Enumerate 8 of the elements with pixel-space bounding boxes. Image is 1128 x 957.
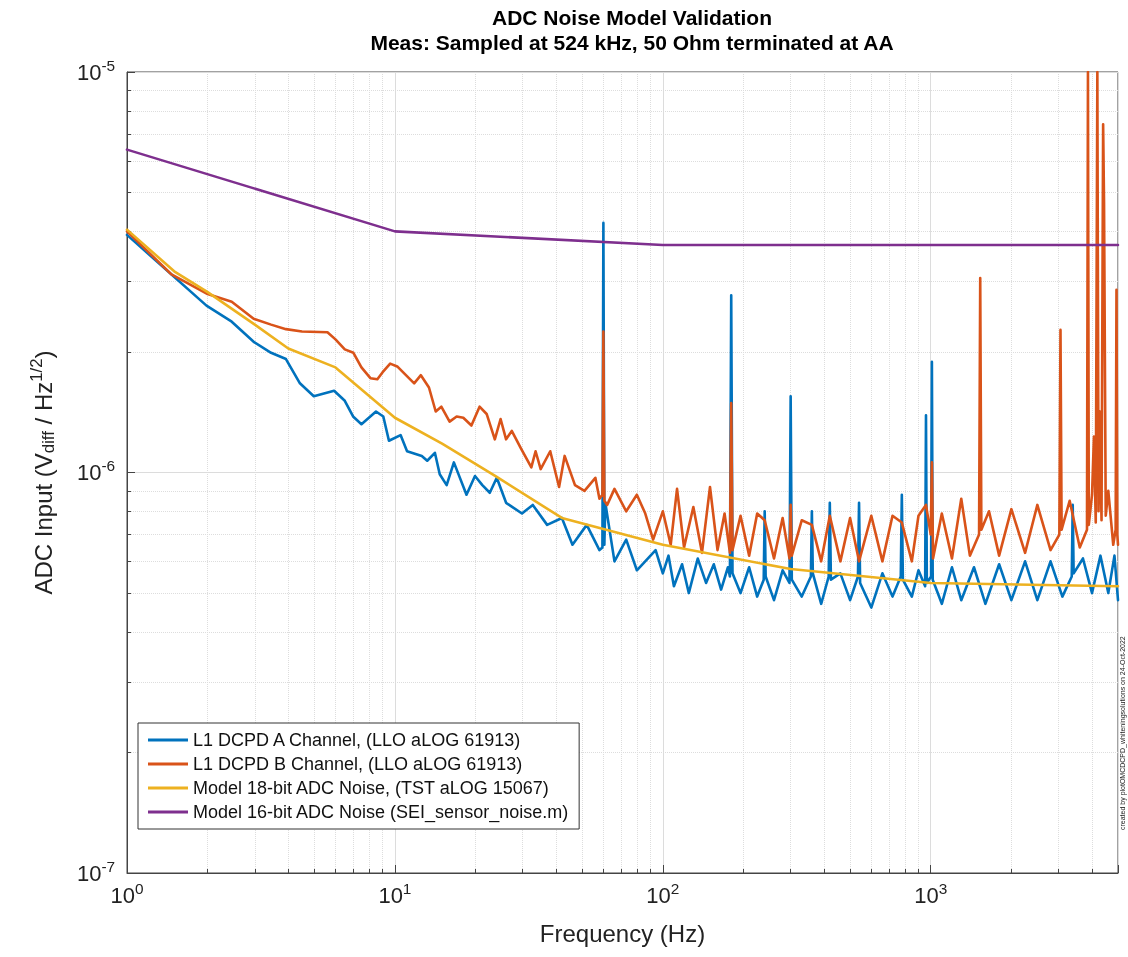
legend-label: Model 16-bit ADC Noise (SEI_sensor_noise.m) <box>193 802 569 823</box>
chart-title: ADC Noise Model Validation <box>491 6 773 29</box>
legend-label: L1 DCPD B Channel, (LLO aLOG 61913) <box>193 754 523 774</box>
legend-label: L1 DCPD A Channel, (LLO aLOG 61913) <box>193 730 521 750</box>
y-axis-title: ADC Input (Vdiff / Hz1/2) <box>26 350 58 595</box>
x-axis-title: Frequency (Hz) <box>539 919 706 947</box>
legend-label: Model 18-bit ADC Noise, (TST aLOG 15067) <box>193 778 549 798</box>
chart-subtitle: Meas: Sampled at 524 kHz, 50 Ohm terminated at AA <box>370 31 894 54</box>
